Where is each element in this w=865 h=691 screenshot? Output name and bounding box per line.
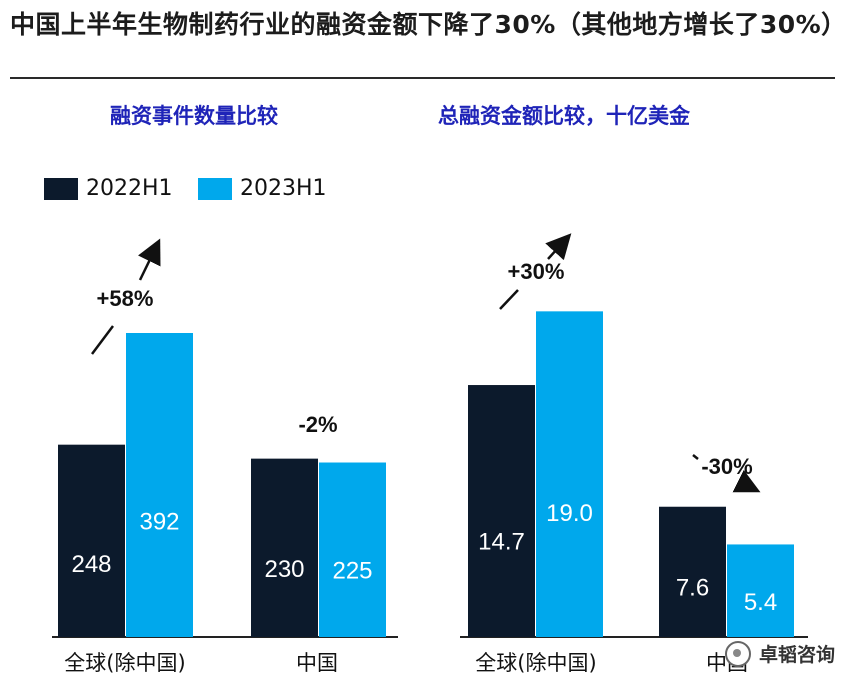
- data-label-chart1-china-2022h1: 7.6: [676, 574, 709, 601]
- change-arrow-tail-0-0: [91, 325, 114, 355]
- left-chart-subtitle: 融资事件数量比较: [110, 103, 278, 128]
- legend-entry-2023h1: 2023H1: [198, 176, 327, 201]
- category-label-chart0-0: 全球(除中国): [64, 651, 185, 675]
- change-label-chart0-1: -2%: [298, 412, 337, 437]
- change-label-chart1-1: -30%: [701, 454, 752, 479]
- bar-chart0-china-2023h1: [319, 462, 386, 637]
- change-label-chart0-0: +58%: [97, 286, 154, 311]
- bar-chart0-global-2023h1: [126, 333, 193, 637]
- category-label-chart0-1: 中国: [296, 651, 338, 675]
- legend-label-2023h1: 2023H1: [240, 176, 327, 201]
- legend-swatch-2022h1: [44, 177, 78, 200]
- change-arrow-head-1-1: [732, 469, 761, 493]
- data-label-chart0-china-2022h1: 230: [264, 556, 304, 583]
- wechat-icon: [725, 640, 751, 667]
- legend-label-2022h1: 2022H1: [86, 176, 173, 201]
- watermark-text: 卓韬咨询: [759, 644, 836, 666]
- bar-chart1-global-2023h1: [536, 311, 603, 637]
- bar-chart0-global-2022h1: [58, 444, 125, 637]
- data-label-chart0-global-2022h1: 248: [71, 551, 111, 578]
- bar-chart0-china-2022h1: [251, 458, 318, 637]
- data-label-chart0-china-2023h1: 225: [332, 558, 372, 585]
- watermark: 卓韬咨询: [725, 640, 835, 667]
- bar-chart1-china-2023h1: [727, 544, 794, 637]
- change-arrow-head-1-0: [545, 233, 572, 261]
- right-chart-subtitle: 总融资金额比较，十亿美金: [438, 103, 690, 128]
- data-label-chart0-global-2023h1: 392: [139, 508, 179, 535]
- title-divider: [10, 77, 835, 79]
- change-arrow-tail-1-1: [692, 454, 699, 460]
- change-label-chart1-0: +30%: [508, 259, 565, 284]
- category-label-chart1-0: 全球(除中国): [475, 651, 596, 675]
- data-label-chart1-global-2022h1: 14.7: [478, 528, 525, 555]
- change-arrow-head-0-0: [138, 238, 161, 281]
- legend-swatch-2023h1: [198, 177, 232, 200]
- data-label-chart1-china-2023h1: 5.4: [744, 589, 777, 616]
- chart-title: 中国上半年生物制药行业的融资金额下降了30%（其他地方增长了30%）: [10, 10, 847, 39]
- legend-entry-2022h1: 2022H1: [44, 176, 173, 201]
- data-label-chart1-global-2023h1: 19.0: [546, 500, 593, 527]
- bar-chart1-china-2022h1: [659, 506, 726, 637]
- bar-chart1-global-2022h1: [468, 385, 535, 637]
- change-arrow-tail-1-0: [499, 289, 519, 310]
